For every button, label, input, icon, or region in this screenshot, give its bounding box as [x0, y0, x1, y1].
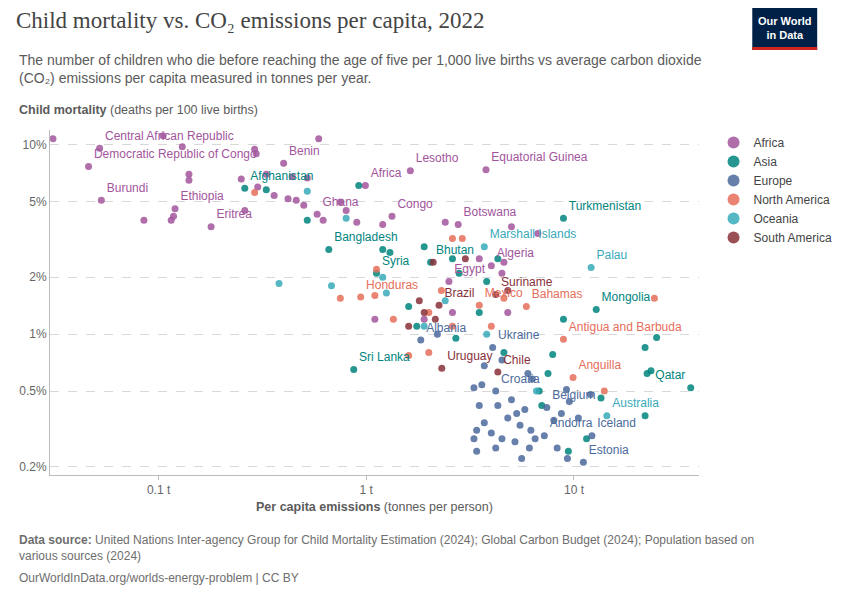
svg-text:Algeria: Algeria — [497, 246, 535, 260]
svg-text:The number of children who die: The number of children who die before re… — [19, 52, 702, 86]
svg-text:1%: 1% — [29, 327, 47, 341]
svg-text:Europe: Europe — [754, 174, 793, 188]
svg-text:Mongolia: Mongolia — [602, 290, 651, 304]
svg-text:Botswana: Botswana — [464, 205, 517, 219]
svg-text:Sri Lanka: Sri Lanka — [359, 350, 410, 364]
svg-text:0.1 t: 0.1 t — [147, 483, 171, 497]
svg-text:Ghana: Ghana — [323, 195, 359, 209]
svg-text:Congo: Congo — [397, 197, 433, 211]
svg-text:Syria: Syria — [382, 254, 410, 268]
svg-text:Qatar: Qatar — [655, 368, 685, 382]
svg-text:Croatia: Croatia — [501, 372, 540, 386]
svg-text:Eritrea: Eritrea — [216, 207, 252, 221]
svg-text:Iceland: Iceland — [597, 416, 636, 430]
svg-text:10 t: 10 t — [564, 483, 585, 497]
svg-text:Equatorial Guinea: Equatorial Guinea — [491, 150, 587, 164]
svg-text:Child mortality vs. CO₂ emissi: Child mortality vs. CO₂ emissions per ca… — [16, 8, 485, 33]
svg-text:Uruguay: Uruguay — [447, 349, 492, 363]
svg-text:Antigua and Barbuda: Antigua and Barbuda — [569, 320, 682, 334]
svg-text:Bahamas: Bahamas — [532, 287, 583, 301]
svg-text:Bangladesh: Bangladesh — [334, 230, 397, 244]
svg-text:Australia: Australia — [612, 396, 659, 410]
svg-text:Afghanistan: Afghanistan — [250, 169, 313, 183]
svg-text:North America: North America — [754, 193, 830, 207]
svg-text:2%: 2% — [29, 270, 47, 284]
svg-text:Anguilla: Anguilla — [578, 358, 621, 372]
svg-text:Belgium: Belgium — [552, 388, 595, 402]
svg-text:Marshall Islands: Marshall Islands — [490, 227, 577, 241]
svg-text:Lesotho: Lesotho — [416, 151, 459, 165]
svg-text:Burundi: Burundi — [107, 181, 148, 195]
svg-text:Mexico: Mexico — [485, 286, 523, 300]
svg-text:Honduras: Honduras — [366, 278, 418, 292]
svg-text:Andorra: Andorra — [550, 416, 593, 430]
svg-text:Brazil: Brazil — [444, 286, 474, 300]
svg-text:10%: 10% — [23, 138, 47, 152]
svg-text:Suriname: Suriname — [501, 275, 553, 289]
svg-text:Africa: Africa — [371, 166, 402, 180]
svg-text:Central African Republic: Central African Republic — [105, 129, 234, 143]
svg-text:South America: South America — [754, 231, 832, 245]
svg-text:Turkmenistan: Turkmenistan — [569, 199, 641, 213]
svg-text:Benin: Benin — [289, 144, 320, 158]
svg-text:Data source: United Nations In: Data source: United Nations Inter-agency… — [19, 533, 754, 563]
svg-text:0.5%: 0.5% — [19, 384, 47, 398]
svg-text:Chile: Chile — [503, 353, 531, 367]
svg-text:Ethiopia: Ethiopia — [180, 189, 224, 203]
svg-text:Ukraine: Ukraine — [498, 328, 540, 342]
svg-text:OurWorldInData.org/worlds-ener: OurWorldInData.org/worlds-energy-problem… — [19, 571, 299, 585]
svg-text:Bhutan: Bhutan — [436, 243, 474, 257]
svg-text:1 t: 1 t — [360, 483, 374, 497]
svg-text:Child mortality (deaths per 10: Child mortality (deaths per 100 live bir… — [19, 103, 258, 117]
svg-text:Palau: Palau — [597, 248, 628, 262]
svg-text:5%: 5% — [29, 195, 47, 209]
svg-text:Per capita emissions (tonnes p: Per capita emissions (tonnes per person) — [256, 500, 493, 514]
svg-text:Our Worldin Data: Our Worldin Data — [758, 15, 812, 41]
svg-text:0.2%: 0.2% — [19, 460, 47, 474]
svg-text:Democratic Republic of Congo: Democratic Republic of Congo — [94, 147, 257, 161]
svg-text:Asia: Asia — [754, 155, 778, 169]
svg-text:Egypt: Egypt — [454, 262, 485, 276]
svg-text:Oceania: Oceania — [754, 212, 799, 226]
svg-text:Estonia: Estonia — [589, 443, 629, 457]
svg-text:Albania: Albania — [426, 321, 466, 335]
svg-text:Africa: Africa — [754, 136, 785, 150]
